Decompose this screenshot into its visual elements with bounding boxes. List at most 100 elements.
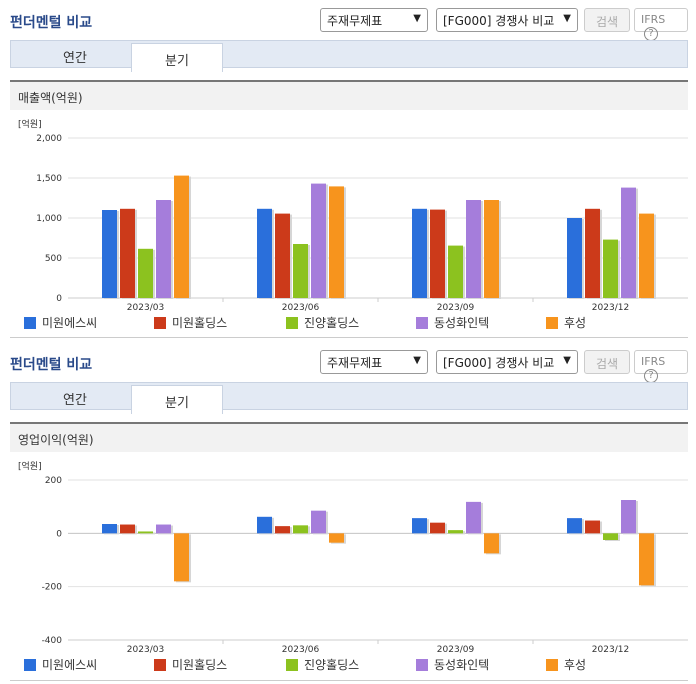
bar[interactable] [639, 533, 654, 586]
bar[interactable] [448, 530, 463, 534]
legend-item[interactable]: 후성 [546, 314, 586, 330]
revenue-chart: [억원] 0 500 1,000 1,500 2,000 2023/03 2023/06 202… [18, 118, 688, 312]
panel-header: 펀더멘털 비교 주재무제표 ▼ [FG000] 경쟁사 비교 ▼ 검색 IFRS… [0, 342, 696, 383]
bar[interactable] [102, 210, 117, 298]
tab-annual[interactable]: 연간 [63, 51, 87, 66]
bar[interactable] [603, 533, 618, 540]
bar[interactable] [448, 245, 463, 298]
search-button[interactable]: 검색 [584, 8, 630, 32]
ifrs-button[interactable]: IFRS? [634, 350, 688, 383]
help-icon[interactable]: ? [644, 27, 658, 41]
bar[interactable] [174, 175, 189, 298]
bar[interactable] [120, 524, 135, 534]
bar[interactable] [257, 516, 272, 534]
legend-item[interactable]: 미원홀딩스 [154, 656, 227, 672]
bar[interactable] [603, 239, 618, 298]
legend-label: 진양홀딩스 [304, 316, 360, 330]
bar[interactable] [639, 213, 654, 298]
bar[interactable] [293, 525, 308, 534]
y-tick-label: 0 [56, 294, 62, 304]
legend-label: 진양홀딩스 [304, 658, 360, 672]
bar[interactable] [102, 524, 117, 534]
tab-quarterly[interactable]: 분기 [131, 385, 223, 414]
bar[interactable] [329, 186, 344, 298]
legend-label: 미원에스씨 [42, 316, 98, 330]
bar[interactable] [621, 500, 636, 534]
legend-label: 동성화인텍 [434, 658, 490, 672]
legend-label: 후성 [564, 316, 587, 330]
bar[interactable] [138, 531, 153, 534]
help-icon[interactable]: ? [644, 369, 658, 383]
bar[interactable] [120, 208, 135, 298]
bar[interactable] [275, 213, 290, 298]
legend-item[interactable]: 동성화인텍 [416, 656, 489, 672]
legend-item[interactable]: 동성화인텍 [416, 314, 489, 330]
panel-revenue: 펀더멘털 비교 주재무제표 ▼ [FG000] 경쟁사 비교 ▼ 검색 IFRS… [10, 8, 688, 338]
period-tabs: 연간 분기 [10, 382, 688, 414]
y-tick-label: -200 [42, 583, 63, 593]
legend-item[interactable]: 후성 [546, 656, 586, 672]
bar[interactable] [275, 526, 290, 534]
competitor-select-value: [FG000] 경쟁사 비교 [443, 356, 555, 370]
bar[interactable] [567, 518, 582, 534]
tab-quarterly[interactable]: 분기 [131, 43, 223, 72]
ifrs-button[interactable]: IFRS? [634, 8, 688, 41]
period-tabs: 연간 분기 [10, 40, 688, 72]
unit-label: [억원] [18, 460, 42, 472]
chevron-down-icon: ▼ [413, 355, 421, 366]
bar[interactable] [430, 209, 445, 298]
bar[interactable] [484, 533, 499, 554]
legend-item[interactable]: 미원에스씨 [24, 314, 97, 330]
divider [10, 337, 688, 338]
legend-swatch [546, 317, 558, 329]
legend-item[interactable]: 미원홀딩스 [154, 314, 227, 330]
legend-swatch [416, 659, 428, 671]
legend-swatch [24, 659, 36, 671]
competitor-select[interactable]: [FG000] 경쟁사 비교 ▼ [436, 350, 578, 374]
bar[interactable] [621, 187, 636, 298]
x-tick-label: 2023/09 [437, 303, 475, 312]
legend-label: 미원에스씨 [42, 658, 98, 672]
legend-label: 미원홀딩스 [172, 316, 228, 330]
bar[interactable] [412, 518, 427, 534]
legend: 미원에스씨 미원홀딩스 진양홀딩스 동성화인텍 후성 [24, 656, 684, 672]
bar[interactable] [412, 208, 427, 298]
bar[interactable] [156, 524, 171, 534]
bar[interactable] [156, 200, 171, 298]
legend-item[interactable]: 진양홀딩스 [286, 656, 359, 672]
legend-item[interactable]: 미원에스씨 [24, 656, 97, 672]
bar[interactable] [466, 200, 481, 298]
bar[interactable] [329, 533, 344, 543]
statement-select[interactable]: 주재무제표 ▼ [320, 8, 428, 32]
bar[interactable] [484, 200, 499, 298]
legend-item[interactable]: 진양홀딩스 [286, 314, 359, 330]
bar[interactable] [138, 248, 153, 298]
panel-title: 펀더멘털 비교 [10, 15, 93, 31]
chevron-down-icon: ▼ [413, 13, 421, 24]
x-tick-label: 2023/12 [592, 303, 629, 312]
tab-annual[interactable]: 연간 [63, 393, 87, 408]
legend-swatch [286, 317, 298, 329]
search-button[interactable]: 검색 [584, 350, 630, 374]
y-tick-label: 200 [45, 476, 62, 486]
bar[interactable] [430, 522, 445, 534]
section-label: 매출액(억원) [10, 80, 688, 110]
bar[interactable] [257, 208, 272, 298]
bar[interactable] [567, 218, 582, 298]
x-tick-label: 2023/06 [282, 645, 320, 654]
bar[interactable] [585, 520, 600, 534]
bar[interactable] [174, 533, 189, 582]
bar[interactable] [585, 208, 600, 298]
bar[interactable] [311, 183, 326, 298]
legend-swatch [286, 659, 298, 671]
legend-swatch [154, 317, 166, 329]
y-tick-label: 1,000 [36, 214, 62, 224]
legend-label: 미원홀딩스 [172, 658, 228, 672]
ifrs-label: IFRS [641, 13, 666, 26]
statement-select[interactable]: 주재무제표 ▼ [320, 350, 428, 374]
bar[interactable] [293, 244, 308, 298]
bar[interactable] [311, 510, 326, 534]
bar[interactable] [466, 501, 481, 534]
competitor-select[interactable]: [FG000] 경쟁사 비교 ▼ [436, 8, 578, 32]
section-label: 영업이익(억원) [10, 422, 688, 452]
